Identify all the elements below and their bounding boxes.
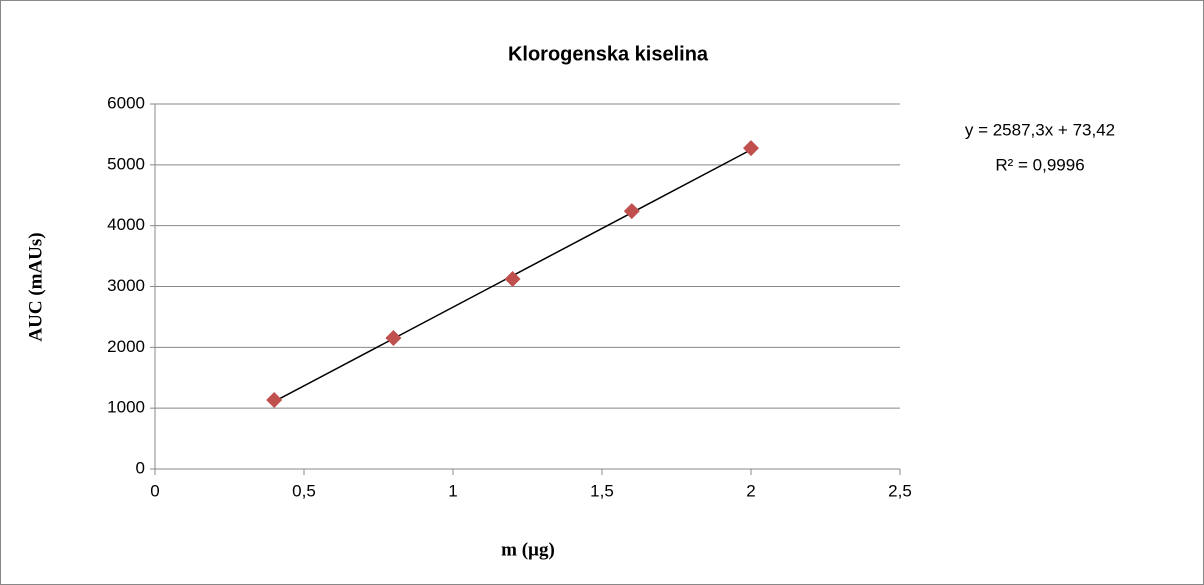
x-axis-label: m (µg) (501, 539, 555, 560)
data-point (743, 140, 759, 157)
x-tick-label: 2 (746, 481, 755, 500)
y-tick-label: 1000 (107, 398, 145, 417)
data-point (385, 330, 402, 347)
x-tick-label: 0 (150, 481, 159, 500)
x-tick-label: 2,5 (888, 481, 912, 500)
trendline-equation: y = 2587,3x + 73,42 (965, 120, 1115, 139)
y-tick-label: 3000 (107, 276, 145, 295)
y-tick-label: 5000 (107, 154, 145, 173)
y-tick-label: 0 (136, 458, 145, 477)
trendline-r2: R² = 0,9996 (995, 155, 1084, 174)
x-tick-label: 1,5 (590, 481, 614, 500)
data-point (504, 271, 521, 288)
y-tick-label: 2000 (107, 337, 145, 356)
y-tick-label: 6000 (107, 93, 145, 112)
y-axis-label: AUC (mAUs) (25, 232, 46, 341)
x-tick-label: 1 (448, 481, 457, 500)
data-point (623, 203, 640, 220)
chart-title: Klorogenska kiselina (508, 43, 709, 65)
y-tick-label: 4000 (107, 215, 145, 234)
x-tick-label: 0,5 (292, 481, 316, 500)
data-point (266, 392, 283, 409)
